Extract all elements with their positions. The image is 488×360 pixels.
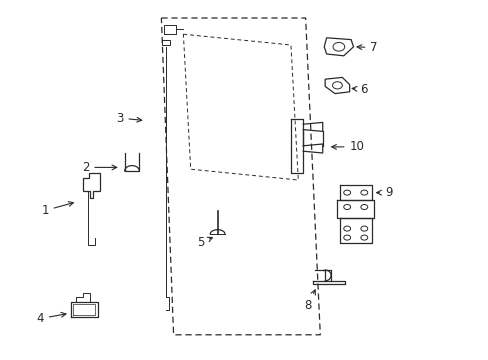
Text: 7: 7: [356, 41, 377, 54]
Text: 8: 8: [304, 290, 315, 312]
Text: 2: 2: [81, 161, 117, 174]
Text: 3: 3: [116, 112, 142, 125]
Text: 5: 5: [196, 237, 212, 249]
Text: 4: 4: [36, 312, 66, 325]
Text: 1: 1: [41, 202, 73, 217]
Text: 6: 6: [351, 83, 367, 96]
Text: 9: 9: [376, 186, 392, 199]
Text: 10: 10: [331, 140, 364, 153]
